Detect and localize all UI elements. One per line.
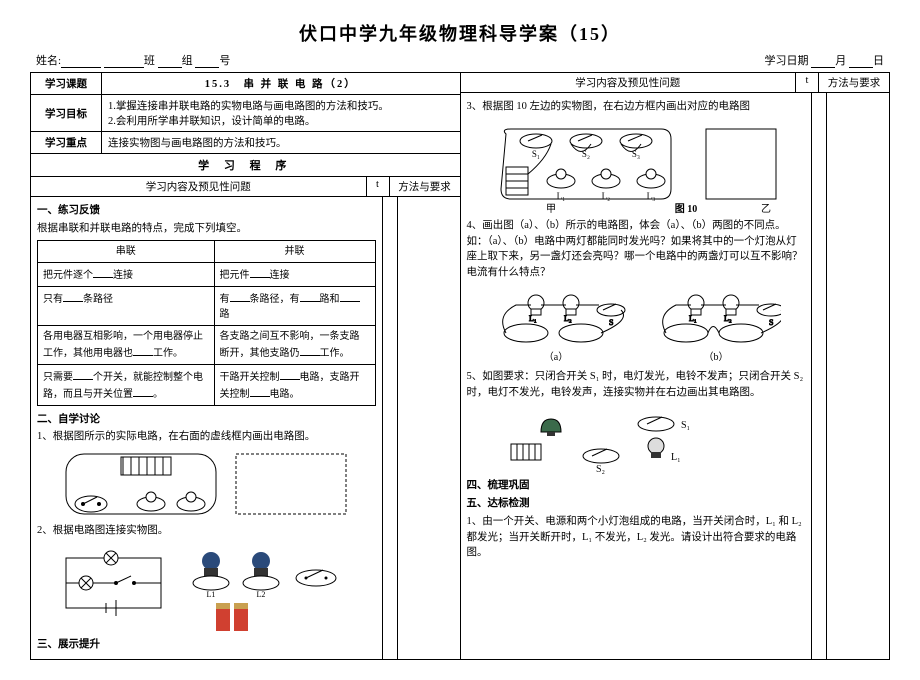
sh-main: 学习内容及预见性问题 [31,177,367,196]
goal-value: 1.掌握连接串并联电路的实物电路与画电路图的方法和技巧。 2.会利用所学串并联知… [102,95,460,132]
info-table: 学习课题 15.3 串 并 联 电 路（2） 学习目标 1.掌握连接串并联电路的… [31,73,460,154]
r1b: 把元件连接 [214,262,375,286]
svg-text:S₂: S₂ [596,464,605,474]
th-parallel: 并联 [214,240,375,262]
content-row-left: 一、练习反馈 根据串联和并联电路的特点，完成下列填空。 串联 并联 把元件逐个连… [31,197,460,659]
svg-text:S: S [609,318,613,327]
r2b: 有条路径，有路和路 [214,286,375,325]
month-label: 月 [835,55,846,67]
svg-text:甲: 甲 [546,204,556,214]
fig-q4: L₁ L₂ S [491,285,781,365]
sh-t-r: t [796,73,819,92]
svg-text:S₂: S₂ [582,149,590,159]
fig-10: S₁ S₂ S₃ L₁ L₂ L₃ 甲 图 10 乙 [491,119,781,214]
sec5-h: 五、达标检测 [467,496,806,512]
svg-text:（a）: （a） [544,351,568,363]
sh-req: 方法与要求 [390,177,460,196]
content-t-right [812,93,827,659]
sec1-h: 一、练习反馈 [37,203,376,219]
svg-text:S₁: S₁ [681,420,690,431]
goal-label: 学习目标 [31,95,102,132]
svg-text:L₂: L₂ [724,314,732,323]
svg-text:L₁: L₁ [671,452,681,463]
left-column: 学习课题 15.3 串 并 联 电 路（2） 学习目标 1.掌握连接串并联电路的… [31,73,461,659]
sh-t: t [367,177,390,196]
subhead-left: 学习内容及预见性问题 t 方法与要求 [31,177,460,197]
svg-text:S₃: S₃ [632,149,640,159]
sec2-q1: 1、根据图所示的实际电路，在右面的虚线框内画出电路图。 [37,429,376,445]
page-title: 伏口中学九年级物理科导学案（15） [30,20,890,46]
name-label: 姓名: [36,55,61,67]
header-right: 学习日期 月 日 [765,52,885,68]
svg-text:L₁: L₁ [556,191,565,201]
content-t-left [383,197,398,659]
subhead-right: 学习内容及预见性问题 t 方法与要求 [461,73,890,93]
topic-label: 学习课题 [31,73,102,95]
svg-text:L1: L1 [207,590,216,599]
goal-2: 2.会利用所学串并联知识，设计简单的电路。 [108,113,454,128]
r4a: 只需要个开关，就能控制整个电路，而且与开关位置。 [38,364,215,405]
topic-value: 15.3 串 并 联 电 路（2） [102,73,460,95]
r3a: 各用电器互相影响，一个用电器停止工作，其他用电器也工作。 [38,325,215,364]
r3b: 各支路之间互不影响，一条支路断开，其他支路仍工作。 [214,325,375,364]
fig-q5: S₁ S₂ L₁ [491,404,781,474]
svg-text:L2: L2 [257,590,266,599]
sec2-h: 二、自学讨论 [37,412,376,428]
focus-value: 连接实物图与画电路图的方法和技巧。 [102,132,460,154]
group-label: 组 [182,55,193,67]
sec5-q1: 1、由一个开关、电源和两个小灯泡组成的电路，当开关闭合时，L₁ 和 L₂ 都发光… [467,514,806,561]
header-line: 姓名: 班 组 号 学习日期 月 日 [30,52,890,68]
sh-req-r: 方法与要求 [819,73,889,92]
content-req-left [398,197,460,659]
r2a: 只有条路径 [38,286,215,325]
content-req-right [827,93,889,659]
header-left: 姓名: 班 组 号 [36,52,230,68]
focus-label: 学习重点 [31,132,102,154]
r1a: 把元件逐个连接 [38,262,215,286]
num-label: 号 [219,55,230,67]
th-series: 串联 [38,240,215,262]
right-column: 学习内容及预见性问题 t 方法与要求 3、根据图 10 左边的实物图，在右边方框… [461,73,890,659]
compare-table: 串联 并联 把元件逐个连接 把元件连接 只有条路径 有条路径，有路和路 各用电器… [37,240,376,406]
sec4-h: 四、梳理巩固 [467,478,806,494]
svg-text:L₃: L₃ [646,191,655,201]
proc-title: 学 习 程 序 [31,154,460,177]
q5: 5、如图要求：只闭合开关 S₁ 时，电灯发光，电铃不发声；只闭合开关 S₂ 时，… [467,369,806,401]
content-row-right: 3、根据图 10 左边的实物图，在右边方框内画出对应的电路图 [461,93,890,659]
date-label: 学习日期 [765,55,809,67]
content-main-right: 3、根据图 10 左边的实物图，在右边方框内画出对应的电路图 [461,93,813,659]
sec1-intro: 根据串联和并联电路的特点，完成下列填空。 [37,221,376,237]
svg-text:乙: 乙 [761,203,771,214]
q3: 3、根据图 10 左边的实物图，在右边方框内画出对应的电路图 [467,99,806,115]
fig-q2: L1 L2 [56,543,356,633]
svg-text:S₁: S₁ [532,149,540,159]
fig-q1 [61,449,351,519]
class-label: 班 [144,55,155,67]
svg-text:图 10: 图 10 [675,203,698,214]
svg-text:L₁: L₁ [689,314,697,323]
svg-text:L₂: L₂ [564,314,572,323]
svg-text:S: S [769,318,773,327]
day-label: 日 [873,55,884,67]
q4: 4、画出图（a）、（b）所示的电路图，体会（a）、（b）两图的不同点。如：（a）… [467,218,806,281]
sec3-h: 三、展示提升 [37,637,376,653]
svg-text:L₂: L₂ [601,191,610,201]
content-main-left: 一、练习反馈 根据串联和并联电路的特点，完成下列填空。 串联 并联 把元件逐个连… [31,197,383,659]
sh-main-r: 学习内容及预见性问题 [461,73,797,92]
r4b: 干路开关控制电路，支路开关控制电路。 [214,364,375,405]
sec2-q2: 2、根据电路图连接实物图。 [37,523,376,539]
main-wrap: 学习课题 15.3 串 并 联 电 路（2） 学习目标 1.掌握连接串并联电路的… [30,72,890,660]
goal-1: 1.掌握连接串并联电路的实物电路与画电路图的方法和技巧。 [108,98,454,113]
svg-text:L₁: L₁ [529,314,537,323]
svg-text:（b）: （b） [703,351,728,363]
